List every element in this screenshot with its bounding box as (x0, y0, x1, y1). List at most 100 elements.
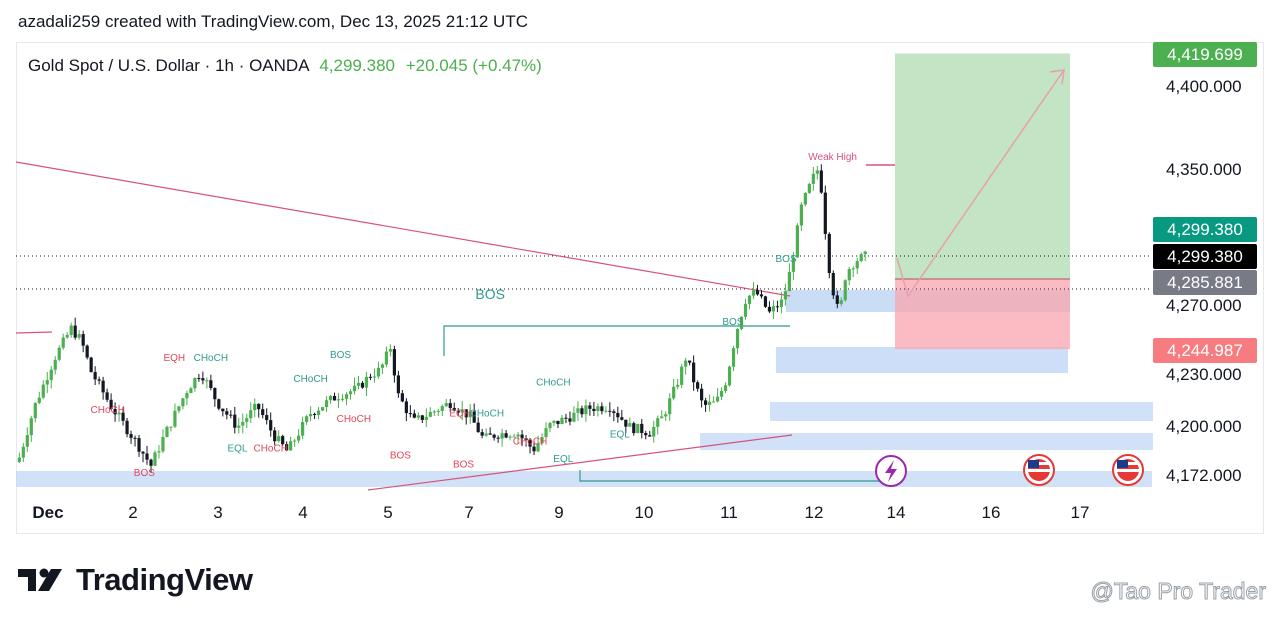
candle-body (692, 362, 696, 383)
candle-body (320, 407, 325, 411)
x-tick-label: 16 (981, 503, 1001, 522)
demand-zone (776, 347, 1068, 373)
candle-body (532, 446, 536, 452)
candle-body (312, 413, 317, 415)
candle-body (763, 296, 768, 307)
candle-body (751, 290, 756, 296)
candle-body (273, 430, 277, 442)
candle-body (500, 433, 504, 439)
candle-body (364, 376, 369, 388)
candle-body (855, 261, 859, 269)
candle-body (241, 421, 245, 426)
candle-body (644, 433, 648, 436)
chart-annotation: CHoCH (293, 374, 327, 385)
demand-zone (700, 433, 1153, 450)
projection-arrow-head (1049, 69, 1065, 85)
candle-body (328, 395, 333, 401)
candle-body (368, 376, 373, 378)
candle-body (396, 375, 400, 394)
x-tick-label: 14 (886, 503, 906, 522)
candle-body (348, 391, 353, 395)
candle-body (61, 337, 65, 348)
candle-body (316, 410, 321, 415)
candle-body (77, 334, 81, 338)
entry-price-badge: 4,285.881 (1153, 270, 1257, 295)
candle-body (392, 349, 396, 376)
cursor-price-badge: 4,299.380 (1153, 244, 1257, 269)
candle-body (173, 410, 177, 427)
watermark: @Tao Pro Trader (1090, 578, 1266, 605)
candle-body (193, 378, 197, 389)
chart-annotation: EQH (449, 409, 471, 420)
candle-body (125, 420, 129, 435)
candle-body (775, 306, 780, 308)
candle-body (133, 437, 137, 439)
chart-annotation: EQL (227, 444, 247, 455)
candle-body (604, 410, 608, 412)
candle-body (807, 183, 811, 193)
candle-body (436, 410, 440, 412)
candle-body (356, 382, 361, 386)
symbol-change: +20.045 (+0.47%) (405, 56, 542, 75)
symbol-legend: Gold Spot / U.S. Dollar · 1h · OANDA 4,2… (28, 56, 542, 76)
x-tick-label: 4 (298, 503, 308, 522)
candle-body (189, 388, 193, 394)
candle-body (628, 423, 632, 427)
candle-body (165, 426, 169, 438)
candle-body (540, 437, 544, 444)
chart-annotation: CHoCH (91, 405, 125, 416)
chart-annotation: EQH (163, 353, 185, 364)
candle-body (340, 398, 345, 400)
candle-body (336, 399, 341, 401)
candle-body (580, 408, 584, 415)
target-zone (895, 53, 1070, 280)
chart-annotation: CHoCH (194, 353, 228, 364)
candle-body (213, 387, 217, 400)
candle-body (301, 421, 305, 436)
candle-body (676, 384, 680, 387)
tradingview-logo[interactable]: TradingView (18, 562, 253, 598)
us-flag-event-icon (1117, 460, 1128, 468)
candle-body (432, 411, 436, 413)
candle-body (428, 411, 432, 417)
candle-body (652, 426, 656, 437)
demand-zone (16, 471, 1152, 487)
candle-body (636, 423, 640, 434)
candle-body (739, 316, 744, 329)
chart-annotation: CHoCH (513, 437, 547, 448)
candle-body (245, 418, 249, 422)
candle-body (277, 436, 281, 442)
candle-body (851, 268, 855, 270)
y-tick-label: 4,200.000 (1166, 417, 1242, 436)
candle-body (420, 415, 424, 420)
candle-body (548, 422, 552, 429)
candle-body (65, 334, 69, 338)
candle-body (711, 401, 716, 403)
candle-body (177, 406, 181, 411)
chart-annotation: EQL (553, 454, 573, 465)
candle-body (560, 417, 564, 425)
candle-body (779, 299, 784, 308)
candle-body (803, 192, 807, 205)
candle-body (17, 457, 21, 462)
candle-body (85, 345, 89, 358)
candle-body (696, 382, 700, 389)
candle-body (787, 271, 791, 292)
candle-body (181, 398, 185, 407)
candle-body (528, 440, 532, 447)
candle-body (576, 408, 580, 413)
x-tick-label: 11 (720, 503, 738, 522)
candle-body (380, 364, 385, 368)
chart-annotation: BOS (330, 350, 351, 361)
y-tick-label: 4,400.000 (1166, 77, 1242, 96)
candle-body (811, 173, 815, 184)
candle-body (767, 306, 772, 312)
candle-body (783, 291, 788, 300)
candle-body (117, 412, 121, 415)
candle-body (25, 435, 29, 447)
candle-body (105, 392, 109, 400)
candle-body (564, 417, 568, 419)
candle-body (372, 376, 377, 378)
candle-body (835, 295, 839, 304)
